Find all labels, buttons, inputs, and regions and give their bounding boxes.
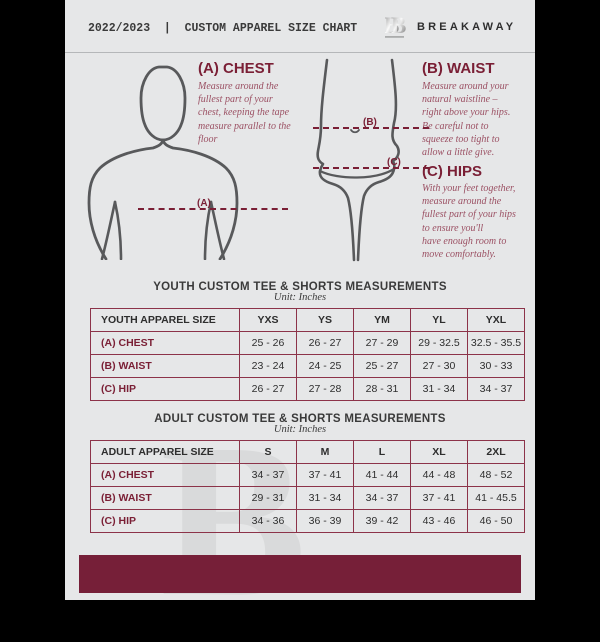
svg-text:B: B bbox=[391, 14, 406, 38]
